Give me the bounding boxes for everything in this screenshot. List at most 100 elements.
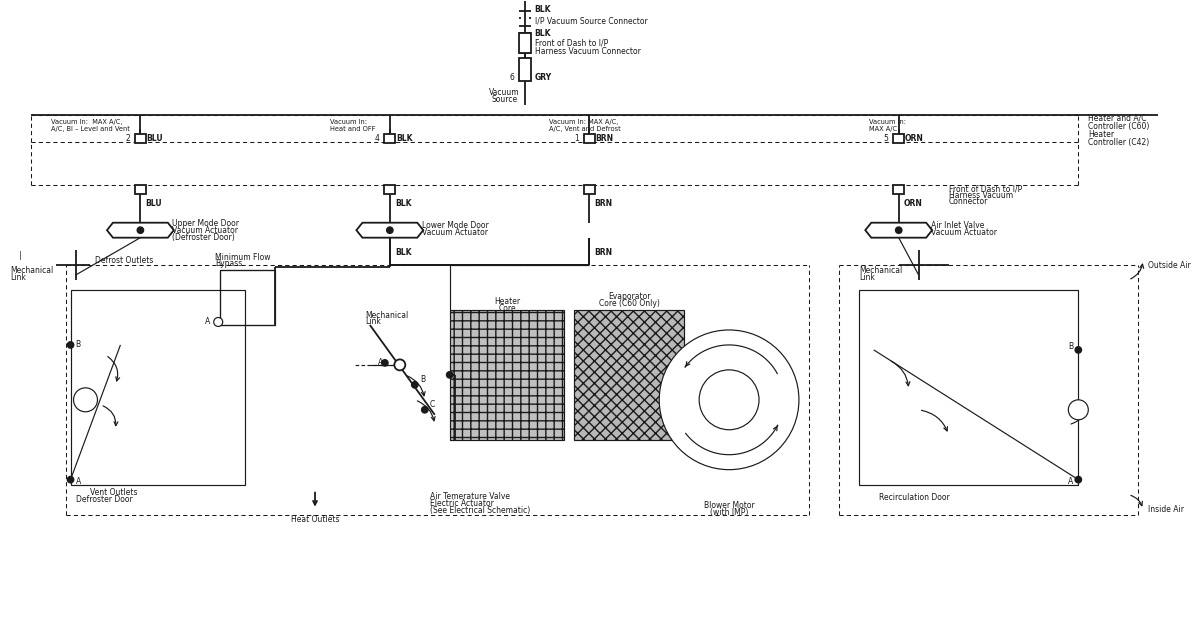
Text: BLU: BLU bbox=[146, 134, 163, 143]
Text: Inside Air: Inside Air bbox=[1148, 505, 1184, 514]
Text: BLK: BLK bbox=[534, 5, 551, 14]
Text: Vacuum Actuator: Vacuum Actuator bbox=[931, 227, 997, 237]
Text: A: A bbox=[76, 477, 80, 486]
Text: GRY: GRY bbox=[534, 73, 552, 82]
Bar bbox=[134, 134, 146, 142]
Circle shape bbox=[895, 227, 902, 233]
Text: ORN: ORN bbox=[905, 134, 924, 143]
Text: BLK: BLK bbox=[395, 248, 412, 256]
Circle shape bbox=[137, 227, 144, 233]
Circle shape bbox=[412, 382, 418, 388]
Text: BLK: BLK bbox=[534, 29, 551, 38]
Circle shape bbox=[382, 360, 388, 366]
Text: Front of Dash to I/P: Front of Dash to I/P bbox=[949, 185, 1022, 194]
Text: Core (C60 Only): Core (C60 Only) bbox=[599, 299, 660, 307]
Text: (with IMP): (with IMP) bbox=[710, 508, 749, 517]
Text: Minimum Flow: Minimum Flow bbox=[215, 253, 271, 261]
Text: A/C, Vent and Defrost: A/C, Vent and Defrost bbox=[550, 127, 622, 132]
Circle shape bbox=[1068, 400, 1088, 420]
Text: B: B bbox=[76, 340, 80, 350]
Text: Controller (C60): Controller (C60) bbox=[1088, 122, 1150, 131]
Text: I/P Vacuum Source Connector: I/P Vacuum Source Connector bbox=[534, 16, 647, 25]
Circle shape bbox=[1075, 476, 1081, 483]
Circle shape bbox=[73, 388, 97, 412]
Bar bbox=[384, 185, 395, 193]
Text: Air Temerature Valve: Air Temerature Valve bbox=[430, 492, 510, 501]
Circle shape bbox=[659, 330, 799, 469]
Text: 2: 2 bbox=[126, 134, 130, 143]
Polygon shape bbox=[356, 222, 424, 238]
Text: Connector: Connector bbox=[949, 197, 988, 206]
Circle shape bbox=[67, 341, 73, 348]
Text: 4: 4 bbox=[374, 134, 379, 143]
Text: Heater and A/C: Heater and A/C bbox=[1088, 114, 1147, 123]
Bar bbox=[384, 134, 395, 142]
Text: 5: 5 bbox=[883, 134, 889, 143]
Bar bbox=[450, 310, 564, 440]
Text: Vacuum In:: Vacuum In: bbox=[869, 120, 906, 125]
Text: Mechanical: Mechanical bbox=[11, 266, 54, 275]
Text: Defroster Door: Defroster Door bbox=[76, 495, 132, 504]
Text: A/C, BI – Level and Vent: A/C, BI – Level and Vent bbox=[50, 127, 130, 132]
Circle shape bbox=[386, 227, 394, 233]
Text: Vacuum: Vacuum bbox=[490, 88, 520, 97]
Text: Heat Outlets: Heat Outlets bbox=[290, 515, 340, 524]
Bar bbox=[71, 290, 245, 484]
Circle shape bbox=[395, 359, 406, 370]
Text: Upper Mode Door: Upper Mode Door bbox=[173, 219, 239, 227]
Text: BRN: BRN bbox=[594, 248, 612, 256]
Text: |: | bbox=[19, 251, 22, 260]
Text: Harness Vacuum Connector: Harness Vacuum Connector bbox=[534, 47, 641, 56]
Text: BLK: BLK bbox=[396, 134, 413, 143]
Text: 1: 1 bbox=[575, 134, 580, 143]
Text: 6: 6 bbox=[510, 73, 515, 82]
Text: ORN: ORN bbox=[904, 198, 923, 208]
Text: Bypass: Bypass bbox=[215, 258, 242, 268]
Text: Core: Core bbox=[498, 304, 516, 312]
Circle shape bbox=[214, 318, 223, 326]
Text: Vacuum In: MAX A/C,: Vacuum In: MAX A/C, bbox=[550, 120, 619, 125]
Bar bbox=[859, 290, 1079, 484]
Circle shape bbox=[421, 406, 428, 413]
Polygon shape bbox=[107, 222, 174, 238]
Text: Evaporator: Evaporator bbox=[608, 292, 650, 301]
Text: Mechanical: Mechanical bbox=[859, 266, 902, 275]
Text: Heater: Heater bbox=[494, 297, 520, 306]
Text: Outside Air: Outside Air bbox=[1148, 261, 1190, 270]
Text: Blower Motor: Blower Motor bbox=[703, 501, 755, 510]
Bar bbox=[893, 185, 905, 193]
Text: B: B bbox=[420, 375, 425, 384]
Bar bbox=[584, 134, 595, 142]
Polygon shape bbox=[865, 222, 932, 238]
Text: Heater: Heater bbox=[1088, 130, 1115, 139]
Bar bbox=[893, 134, 905, 142]
Text: Vacuum Actuator: Vacuum Actuator bbox=[421, 227, 487, 237]
Text: Vent Outlets: Vent Outlets bbox=[90, 488, 138, 497]
Text: BLK: BLK bbox=[395, 198, 412, 208]
Text: Vacuum In:  MAX A/C,: Vacuum In: MAX A/C, bbox=[50, 120, 122, 125]
Text: Controller (C42): Controller (C42) bbox=[1088, 138, 1150, 147]
Bar bbox=[575, 310, 684, 440]
Text: Source: Source bbox=[492, 95, 517, 104]
Text: Vacuum In:: Vacuum In: bbox=[330, 120, 367, 125]
Text: BRN: BRN bbox=[594, 198, 612, 208]
Bar bbox=[518, 33, 530, 52]
Bar bbox=[584, 185, 595, 193]
Text: MAX A/C: MAX A/C bbox=[869, 127, 896, 132]
Text: (See Electrical Schematic): (See Electrical Schematic) bbox=[430, 506, 530, 515]
Circle shape bbox=[700, 370, 760, 430]
Circle shape bbox=[1075, 346, 1081, 353]
Bar bbox=[221, 270, 275, 325]
Text: Defrost Outlets: Defrost Outlets bbox=[96, 256, 154, 265]
Text: Link: Link bbox=[859, 273, 875, 282]
Text: Front of Dash to I/P: Front of Dash to I/P bbox=[534, 38, 607, 47]
Text: Harness Vacuum: Harness Vacuum bbox=[949, 191, 1013, 200]
Text: A: A bbox=[378, 358, 383, 367]
Text: Lower Mode Door: Lower Mode Door bbox=[421, 220, 488, 230]
Text: A: A bbox=[1068, 477, 1074, 486]
Text: BRN: BRN bbox=[595, 134, 613, 143]
Text: Link: Link bbox=[365, 318, 380, 326]
Text: A: A bbox=[205, 318, 210, 326]
Bar bbox=[134, 185, 146, 193]
Text: Electric Actuator: Electric Actuator bbox=[430, 499, 493, 508]
